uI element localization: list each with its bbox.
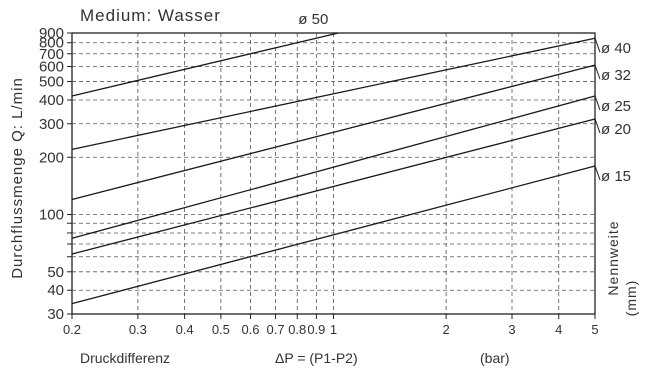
- x-tick-label: 0.7: [267, 322, 285, 337]
- x-tick-label: 0.4: [176, 322, 194, 337]
- chart-title: Medium: Wasser: [80, 6, 221, 25]
- series-label-connector: [594, 38, 601, 53]
- series-label: ø 50: [298, 11, 328, 28]
- x-tick-label: 4: [555, 322, 562, 337]
- right-axis-label-line1: Nennweite: [605, 220, 621, 295]
- x-tick-label: 3: [508, 322, 515, 337]
- series-line: [71, 32, 339, 97]
- series-label: ø 40: [601, 40, 631, 57]
- y-tick-label: 700: [39, 46, 64, 63]
- series-line: [71, 165, 596, 305]
- series-line: [71, 95, 596, 239]
- series-label: ø 32: [601, 67, 631, 84]
- series-label: ø 20: [601, 121, 631, 138]
- right-axis-label-line2: (mm): [623, 280, 639, 317]
- x-tick-label: 1: [330, 322, 337, 337]
- series-label: ø 25: [601, 98, 631, 115]
- x-tick-label: 0.8: [288, 322, 306, 337]
- x-axis-label-left: Druckdifferenz: [80, 350, 170, 366]
- y-tick-label: 800: [39, 35, 64, 52]
- series-label: ø 15: [601, 168, 631, 185]
- series-label-connector: [594, 118, 601, 134]
- x-tick-label: 0.6: [241, 322, 259, 337]
- y-tick-label: 50: [47, 264, 64, 281]
- y-axis-label: Durchflussmenge Q: L/min: [9, 77, 26, 279]
- x-tick-label: 0.2: [63, 322, 81, 337]
- series-label-connector: [594, 64, 601, 80]
- y-tick-label: 900: [39, 25, 64, 42]
- series-line: [71, 64, 596, 201]
- x-tick-label: 0.5: [212, 322, 230, 337]
- x-axis-label-unit: (bar): [480, 350, 510, 366]
- y-tick-label: 300: [39, 116, 64, 133]
- series-label-connector: [594, 95, 601, 111]
- x-tick-label: 2: [443, 322, 450, 337]
- series-line: [71, 118, 596, 255]
- y-tick-label: 200: [39, 149, 64, 166]
- series-label-connector: [594, 165, 601, 181]
- y-tick-label: 400: [39, 92, 64, 109]
- x-tick-label: 5: [591, 322, 598, 337]
- y-tick-label: 600: [39, 58, 64, 75]
- x-axis-label-formula: ΔP = (P1-P2): [275, 350, 358, 366]
- y-tick-label: 500: [39, 74, 64, 91]
- y-tick-label: 30: [47, 306, 64, 323]
- x-tick-label: 0.9: [307, 322, 325, 337]
- x-tick-label: 0.3: [129, 322, 147, 337]
- y-tick-label: 100: [39, 207, 64, 224]
- y-tick-label: 40: [47, 282, 64, 299]
- series-line: [71, 37, 596, 151]
